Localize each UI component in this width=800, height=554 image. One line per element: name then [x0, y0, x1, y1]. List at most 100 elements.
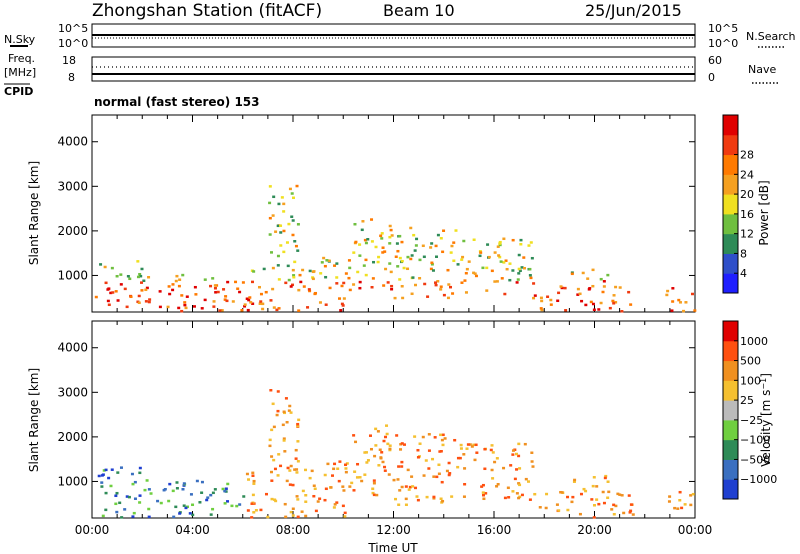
- data-cell: [581, 271, 585, 275]
- data-cell: [241, 281, 245, 284]
- data-cell: [203, 278, 207, 281]
- data-cell: [374, 245, 378, 249]
- freq-panel-frame: [91, 56, 696, 82]
- data-cell: [435, 475, 439, 479]
- data-cell: [200, 307, 204, 310]
- data-cell: [277, 453, 281, 456]
- data-cell: [398, 234, 402, 238]
- data-cell: [400, 285, 404, 288]
- data-cell: [99, 263, 103, 266]
- data-cell: [528, 267, 532, 271]
- data-cell: [549, 298, 553, 302]
- data-cell: [372, 481, 376, 485]
- x-tick-label: 08:00: [276, 523, 311, 537]
- data-cell: [136, 260, 140, 263]
- data-cell: [286, 264, 290, 268]
- data-cell: [268, 201, 272, 205]
- data-cell: [383, 250, 387, 253]
- data-cell: [212, 300, 216, 303]
- velocity-data-region: [97, 389, 695, 519]
- data-cell: [358, 476, 362, 479]
- data-cell: [209, 493, 213, 497]
- data-cell: [397, 465, 401, 468]
- data-cell: [261, 307, 265, 311]
- data-cell: [297, 418, 301, 422]
- data-cell: [182, 482, 186, 485]
- data-cell: [439, 288, 443, 291]
- data-cell: [618, 286, 622, 289]
- data-cell: [168, 482, 172, 486]
- cpid-label: CPID: [4, 85, 33, 98]
- data-cell: [620, 494, 624, 497]
- data-cell: [323, 498, 327, 502]
- data-cell: [313, 487, 317, 491]
- data-cell: [602, 280, 606, 283]
- data-cell: [545, 492, 549, 496]
- data-cell: [333, 462, 337, 466]
- data-cell: [576, 287, 580, 291]
- data-cell: [292, 276, 296, 279]
- data-cell: [539, 296, 543, 300]
- data-cell: [218, 309, 222, 312]
- data-cell: [616, 492, 620, 496]
- data-cell: [691, 492, 695, 496]
- colorbar-segment: [723, 459, 738, 480]
- data-cell: [453, 438, 457, 442]
- data-cell: [502, 466, 506, 470]
- data-cell: [463, 467, 467, 470]
- nsky-label: N.Sky: [4, 33, 36, 46]
- freq-tick-bottom: 8: [68, 71, 75, 84]
- data-cell: [372, 479, 376, 482]
- data-cell: [106, 299, 110, 303]
- data-cell: [258, 302, 262, 305]
- data-cell: [392, 478, 396, 482]
- data-cell: [192, 305, 196, 308]
- data-cell: [464, 271, 468, 275]
- data-cell: [398, 256, 402, 260]
- data-cell: [479, 251, 483, 254]
- data-cell: [436, 280, 440, 283]
- data-cell: [483, 447, 487, 451]
- data-cell: [360, 479, 364, 483]
- data-cell: [416, 498, 420, 502]
- colorbar-segment: [723, 380, 738, 401]
- power-panel: 1000 2000 3000 4000 Slant Range [km]: [27, 114, 697, 313]
- data-cell: [279, 231, 283, 234]
- data-cell: [332, 506, 336, 509]
- data-cell: [573, 478, 577, 482]
- data-cell: [400, 485, 404, 489]
- data-cell: [177, 306, 181, 310]
- data-cell: [614, 285, 618, 289]
- data-cell: [291, 514, 295, 517]
- data-cell: [273, 498, 277, 501]
- data-cell: [344, 467, 348, 470]
- velocity-ylabel: Slant Range [km]: [27, 368, 41, 472]
- data-cell: [320, 261, 324, 264]
- data-cell: [485, 266, 489, 270]
- data-cell: [291, 219, 295, 222]
- data-cell: [137, 301, 141, 305]
- data-cell: [276, 254, 280, 258]
- data-cell: [465, 267, 469, 271]
- data-cell: [418, 258, 422, 262]
- data-cell: [221, 487, 225, 491]
- data-cell: [441, 499, 445, 503]
- data-cell: [604, 474, 608, 478]
- data-cell: [511, 453, 515, 456]
- data-cell: [238, 503, 242, 506]
- data-cell: [484, 492, 488, 495]
- data-cell: [416, 456, 420, 459]
- data-cell: [410, 475, 414, 478]
- colorbar-segment: [723, 134, 738, 156]
- data-cell: [110, 266, 114, 270]
- data-cell: [418, 276, 422, 280]
- data-cell: [301, 489, 305, 493]
- data-cell: [511, 490, 515, 493]
- data-cell: [168, 292, 172, 296]
- data-cell: [162, 488, 166, 492]
- data-cell: [203, 298, 207, 302]
- station-title: Zhongshan Station (fitACF): [92, 1, 322, 21]
- data-cell: [595, 485, 599, 488]
- data-cell: [277, 278, 281, 281]
- data-cell: [411, 485, 415, 488]
